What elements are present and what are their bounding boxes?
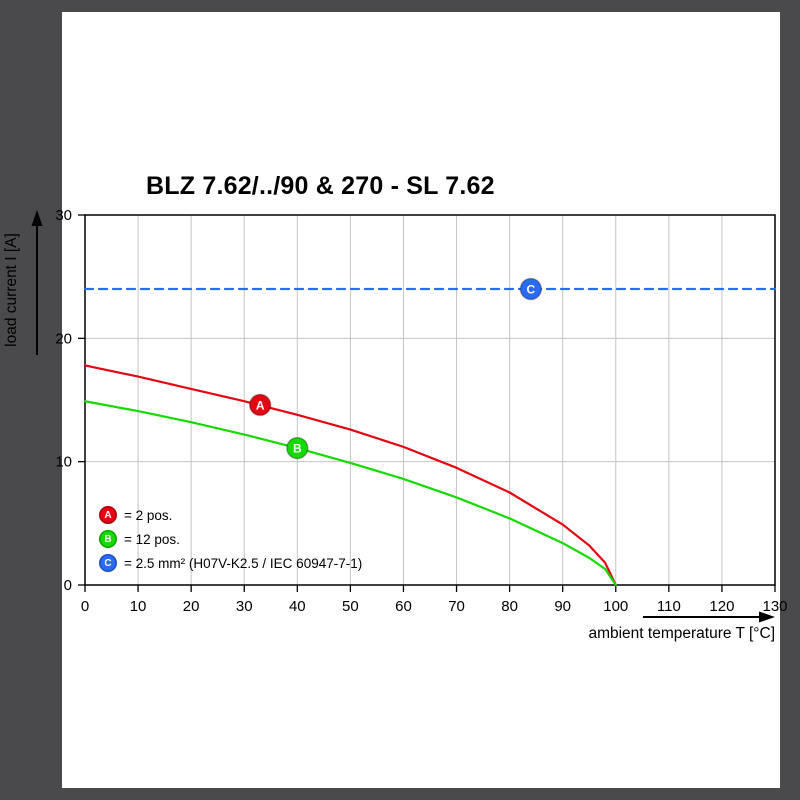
legend-label-c: = 2.5 mm² (H07V-K2.5 / IEC 60947-7-1)	[124, 555, 363, 571]
svg-text:60: 60	[395, 598, 412, 615]
svg-text:20: 20	[183, 598, 200, 615]
x-axis-ticks: 0 10 20 30 40 50 60 70 80 90 100 110 120 130	[81, 585, 788, 615]
svg-text:110: 110	[657, 598, 681, 615]
marker-B-icon: B	[286, 436, 309, 460]
plot-border	[84, 214, 776, 586]
marker-A-icon: A	[248, 393, 272, 417]
y-axis-ticks: 0 10 20 30	[55, 207, 85, 594]
legend-item-c: C = 2.5 mm² (H07V-K2.5 / IEC 60947-7-1)	[99, 551, 362, 575]
series-A-line	[83, 364, 617, 587]
svg-text:50: 50	[342, 598, 359, 615]
svg-text:B: B	[293, 442, 302, 456]
y-axis-arrow: load current I [A]	[3, 210, 43, 355]
legend-label-a: = 2 pos.	[124, 507, 173, 523]
svg-text:C: C	[527, 283, 536, 297]
svg-text:A: A	[256, 398, 265, 412]
x-axis-arrow: ambient temperature T [°C]	[588, 611, 775, 642]
legend-badge-c-icon: C	[99, 554, 117, 572]
svg-text:30: 30	[55, 207, 72, 224]
svg-text:70: 70	[448, 598, 465, 615]
series-B-line	[83, 400, 617, 587]
svg-text:0: 0	[64, 577, 72, 594]
svg-text:0: 0	[81, 598, 89, 615]
svg-text:20: 20	[55, 330, 72, 347]
marker-C-icon: C	[519, 277, 543, 301]
grid-lines	[85, 215, 775, 585]
svg-text:10: 10	[130, 598, 147, 615]
svg-text:130: 130	[762, 598, 787, 615]
x-axis-label: ambient temperature T [°C]	[588, 625, 775, 642]
svg-text:10: 10	[55, 454, 72, 471]
svg-text:120: 120	[709, 598, 734, 615]
legend-badge-b-icon: B	[99, 530, 117, 548]
y-axis-label: load current I [A]	[3, 233, 20, 347]
chart-legend: A = 2 pos. B = 12 pos. C = 2.5 mm² (H07V…	[99, 503, 362, 575]
svg-text:100: 100	[603, 598, 628, 615]
legend-badge-a-icon: A	[99, 506, 117, 524]
svg-text:80: 80	[501, 598, 518, 615]
chart-panel: BLZ 7.62/../90 & 270 - SL 7.62	[62, 12, 780, 788]
svg-text:90: 90	[554, 598, 571, 615]
chart-title: BLZ 7.62/../90 & 270 - SL 7.62	[146, 172, 495, 200]
svg-text:40: 40	[289, 598, 306, 615]
legend-item-b: B = 12 pos.	[99, 527, 362, 551]
svg-text:30: 30	[236, 598, 253, 615]
legend-item-a: A = 2 pos.	[99, 503, 362, 527]
legend-label-b: = 12 pos.	[124, 531, 180, 547]
